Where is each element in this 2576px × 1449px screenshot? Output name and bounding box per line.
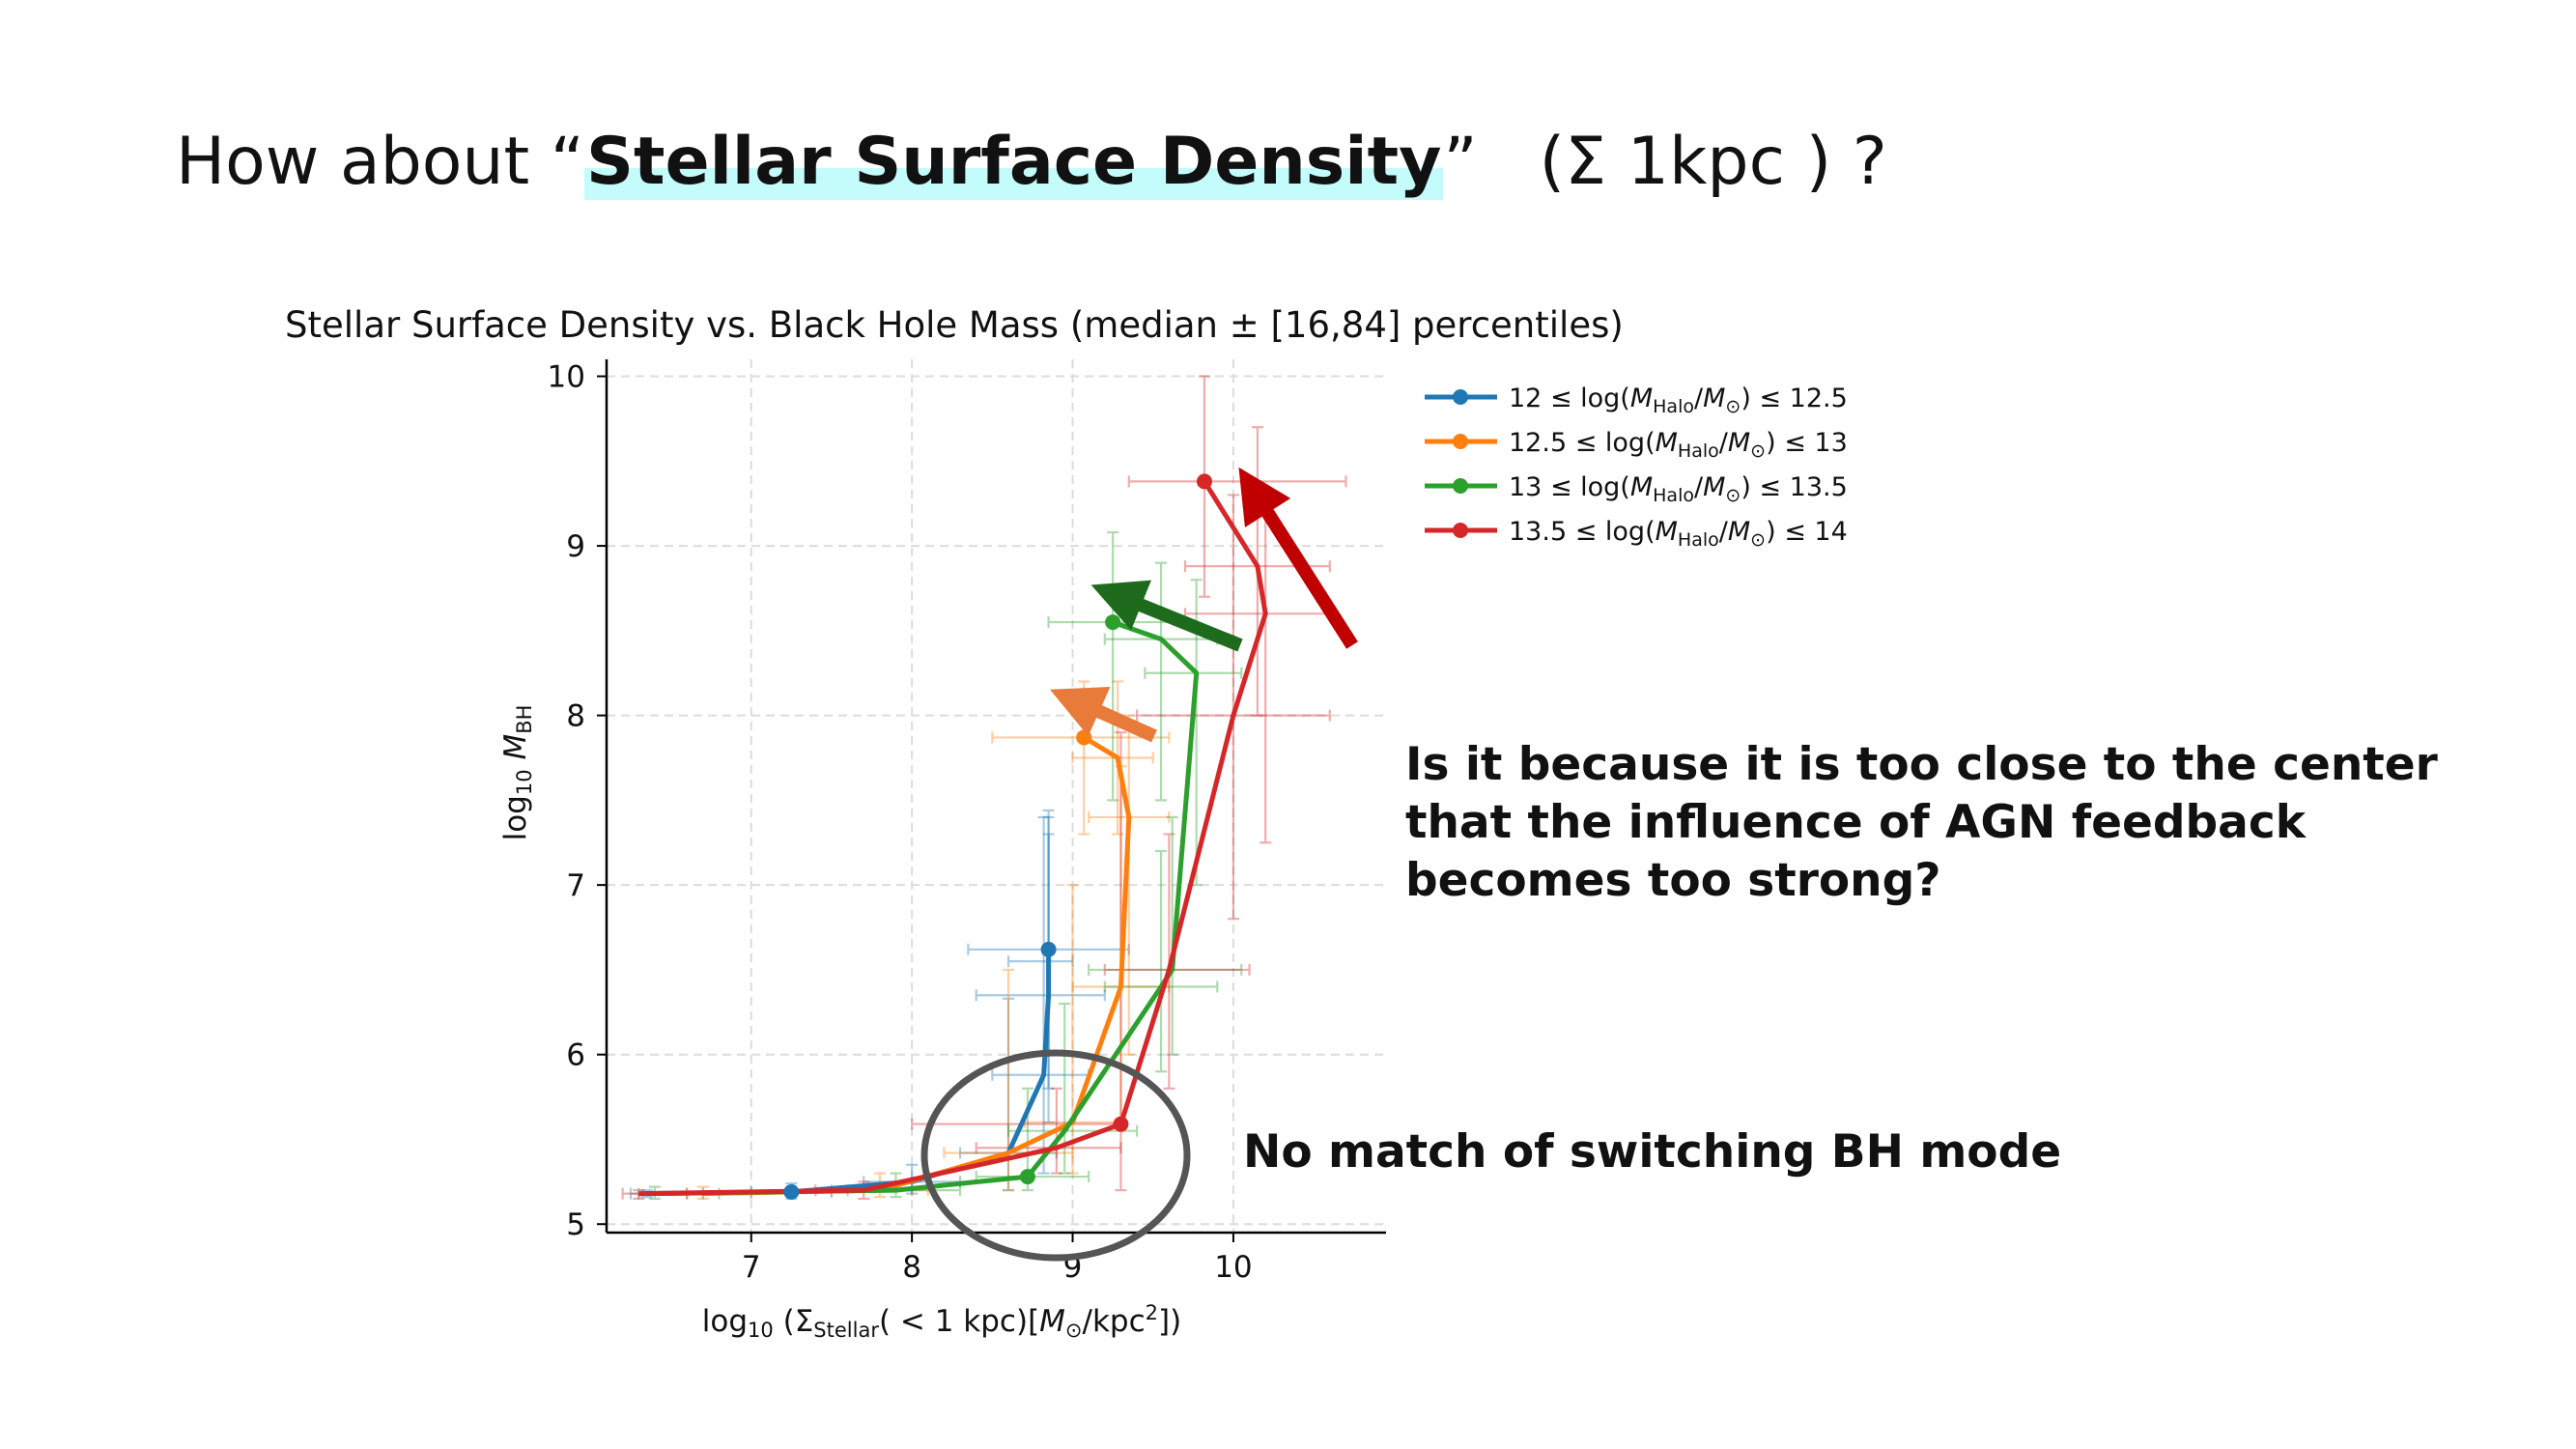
y-tick-label: 10	[548, 360, 585, 395]
y-tick-label: 8	[566, 699, 585, 734]
question-line: that the influence of AGN feedback	[1405, 796, 2307, 849]
title-tail: (Σ 1kpc ) ?	[1539, 124, 1887, 200]
green-trend-arrow	[1090, 580, 1243, 652]
title-prefix: How about “	[176, 124, 585, 200]
title-close-quote: ”	[1443, 124, 1478, 200]
legend-label: 12.5 ≤ log(MHalo/M⊙) ≤ 13	[1509, 428, 1848, 462]
series-point	[1113, 1116, 1129, 1132]
series-point	[1196, 473, 1212, 490]
y-tick-label: 9	[566, 529, 585, 564]
question-line: becomes too strong?	[1405, 854, 1941, 907]
series-markers	[783, 473, 1212, 1200]
legend-marker	[1453, 434, 1468, 449]
grid	[607, 359, 1386, 1233]
series-line	[702, 735, 1132, 1197]
series-point	[1076, 729, 1092, 746]
mode-switch-circle	[920, 1049, 1191, 1262]
series-point	[1105, 614, 1121, 631]
series-point	[1040, 941, 1057, 957]
error-bar	[1006, 815, 1074, 1090]
red-trend-arrow	[1238, 467, 1358, 649]
y-tick-label: 6	[566, 1038, 585, 1073]
series-line	[654, 619, 1200, 1197]
x-tick-label: 8	[902, 1250, 921, 1285]
x-tick-label: 7	[742, 1250, 761, 1285]
bh-mode-note: No match of switching BH mode	[1243, 1125, 2062, 1179]
legend-label: 12 ≤ log(MHalo/M⊙) ≤ 12.5	[1509, 384, 1848, 417]
chart-title: Stellar Surface Density vs. Black Hole M…	[285, 304, 1624, 346]
slide-title: How about “Stellar Surface Density” (Σ 1k…	[176, 124, 1887, 200]
legend-label: 13.5 ≤ log(MHalo/M⊙) ≤ 14	[1509, 517, 1848, 551]
orange-trend-arrow	[1049, 687, 1157, 743]
legend-label: 13 ≤ log(MHalo/M⊙) ≤ 13.5	[1509, 472, 1848, 506]
y-tick-label: 5	[566, 1208, 585, 1242]
y-axis-label: log10 MBH	[498, 705, 536, 841]
error-bar	[1088, 815, 1243, 1056]
legend-marker	[1453, 389, 1468, 405]
y-tick-label: 7	[566, 868, 585, 903]
x-axis-label: log10 (ΣStellar( < 1 kpc)[M⊙/kpc2])	[702, 1301, 1181, 1342]
x-tick-label: 10	[1214, 1250, 1252, 1285]
legend-marker	[1453, 478, 1468, 494]
question-line: Is it because it is too close to the cen…	[1405, 738, 2438, 791]
legend-marker	[1453, 523, 1468, 538]
legend: 12 ≤ log(MHalo/M⊙) ≤ 12.5 12.5 ≤ log(MHal…	[1425, 384, 1848, 551]
series-point	[783, 1183, 800, 1200]
feedback-question: Is it because it is too close to the cen…	[1405, 736, 2438, 910]
title-highlight: Stellar Surface Density	[584, 124, 1444, 200]
series-point	[1019, 1169, 1035, 1185]
error-bars	[621, 375, 1347, 1200]
